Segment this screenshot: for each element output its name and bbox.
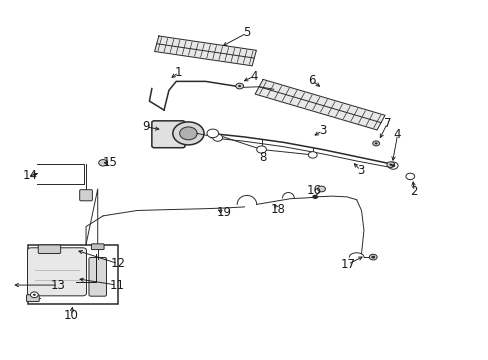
Text: 14: 14 [22,169,38,182]
Circle shape [256,146,266,153]
Circle shape [206,129,218,138]
Polygon shape [255,80,384,130]
Text: 17: 17 [340,258,355,271]
Circle shape [388,163,391,166]
Circle shape [317,186,325,192]
Circle shape [212,134,222,141]
Text: 13: 13 [51,279,65,292]
Text: 4: 4 [250,69,258,82]
Circle shape [99,159,107,166]
Text: 11: 11 [109,279,124,292]
Polygon shape [154,36,256,66]
Circle shape [368,254,376,260]
FancyBboxPatch shape [152,121,184,148]
Text: 5: 5 [243,27,250,40]
Text: 2: 2 [409,185,417,198]
Text: 4: 4 [393,128,401,141]
FancyBboxPatch shape [26,295,39,302]
Circle shape [312,195,318,199]
Circle shape [372,141,379,146]
Bar [27,244,118,304]
FancyBboxPatch shape [89,257,106,296]
Circle shape [30,292,38,298]
Circle shape [374,142,377,144]
Text: 15: 15 [103,156,118,169]
FancyBboxPatch shape [91,244,104,249]
Circle shape [172,122,203,145]
FancyBboxPatch shape [27,248,86,296]
Circle shape [179,127,197,140]
Circle shape [308,152,317,158]
Circle shape [33,294,36,296]
Circle shape [387,162,397,169]
Text: 6: 6 [307,74,315,87]
Text: 12: 12 [110,257,125,270]
Circle shape [386,162,394,167]
Text: 7: 7 [383,117,390,130]
FancyBboxPatch shape [38,245,61,253]
Text: 8: 8 [259,151,266,164]
Circle shape [370,256,374,258]
Circle shape [235,83,243,89]
Text: 19: 19 [216,207,231,220]
Circle shape [390,164,394,167]
Text: 10: 10 [64,309,79,322]
Circle shape [238,85,241,87]
Text: 9: 9 [142,121,149,134]
Text: 3: 3 [318,124,325,138]
FancyBboxPatch shape [80,190,92,201]
Text: 1: 1 [175,66,182,79]
Text: 3: 3 [356,164,364,177]
Text: 18: 18 [270,203,285,216]
Circle shape [405,173,414,180]
Text: 16: 16 [306,184,321,197]
